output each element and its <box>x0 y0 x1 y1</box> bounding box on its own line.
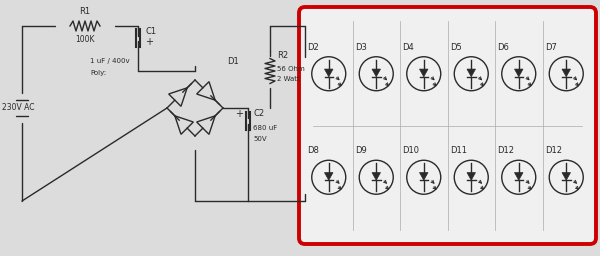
Polygon shape <box>325 173 333 180</box>
Text: C1: C1 <box>145 27 156 37</box>
Polygon shape <box>419 173 428 180</box>
Polygon shape <box>515 69 523 77</box>
Text: D10: D10 <box>403 146 419 155</box>
Polygon shape <box>419 69 428 77</box>
Text: D11: D11 <box>450 146 467 155</box>
Text: R2: R2 <box>277 51 288 60</box>
Text: Poly:: Poly: <box>90 70 106 76</box>
Polygon shape <box>515 173 523 180</box>
Polygon shape <box>562 69 571 77</box>
Text: D6: D6 <box>497 43 509 52</box>
Text: D4: D4 <box>403 43 414 52</box>
Text: D1: D1 <box>227 57 239 66</box>
Text: +: + <box>235 109 243 119</box>
Text: D8: D8 <box>307 146 319 155</box>
Text: D2: D2 <box>307 43 319 52</box>
Text: +: + <box>145 37 153 47</box>
Text: D12: D12 <box>545 146 562 155</box>
FancyBboxPatch shape <box>299 7 596 244</box>
Text: D9: D9 <box>355 146 367 155</box>
Text: R1: R1 <box>79 7 91 16</box>
Polygon shape <box>467 69 476 77</box>
Polygon shape <box>467 173 476 180</box>
Polygon shape <box>372 69 380 77</box>
Text: 56 Ohm: 56 Ohm <box>277 66 305 72</box>
Text: D7: D7 <box>545 43 557 52</box>
Polygon shape <box>372 173 380 180</box>
Text: 230V AC: 230V AC <box>2 103 35 112</box>
Text: C2: C2 <box>253 110 264 119</box>
Text: 100K: 100K <box>75 35 95 44</box>
Text: D3: D3 <box>355 43 367 52</box>
Text: 680 uF: 680 uF <box>253 125 277 131</box>
Text: 2 Watt: 2 Watt <box>277 76 300 82</box>
Text: D5: D5 <box>450 43 461 52</box>
Polygon shape <box>325 69 333 77</box>
Polygon shape <box>562 173 571 180</box>
Text: 1 uF / 400v: 1 uF / 400v <box>90 58 130 64</box>
Text: 50V: 50V <box>253 136 266 142</box>
Text: D12: D12 <box>497 146 514 155</box>
